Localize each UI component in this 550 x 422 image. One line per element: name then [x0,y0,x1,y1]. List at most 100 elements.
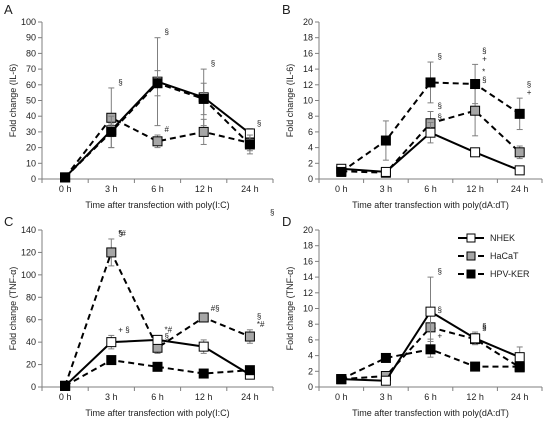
y-tick-label: 20 [303,17,313,27]
significance-mark: § [482,324,486,333]
y-tick-label: 0 [308,174,313,184]
legend-marker [466,251,476,261]
data-point-hpv-ker [198,368,209,379]
y-tick-label: 90 [26,33,36,43]
significance-mark: § [438,112,442,121]
significance-mark: § [438,267,442,276]
x-tick-label: 24 h [511,392,529,402]
y-tick-label: 100 [21,17,36,27]
data-point-hacat [198,312,209,323]
x-tick-label: 12 h [466,184,484,194]
y-tick-label: 8 [308,319,313,329]
stray-section-mark: § [270,208,274,217]
x-axis-title: Time after transfection with poly(dA:dT) [352,408,509,418]
y-tick-label: 20 [303,225,313,235]
significance-mark: § [482,46,486,55]
x-tick-label: 3 h [105,184,118,194]
x-tick-label: 6 h [424,184,437,194]
significance-mark: § [527,80,531,89]
x-tick-label: 12 h [195,392,213,402]
y-tick-label: 12 [303,80,313,90]
y-tick-label: 14 [303,272,313,282]
series-nhek [336,121,525,177]
data-point-hpv-ker [152,361,163,372]
panel-letter: D [282,214,291,229]
y-axis-title: Fold change (TNF-α) [8,267,18,351]
legend-label: HaCaT [490,251,519,261]
significance-mark: § [118,78,122,87]
y-tick-label: 80 [26,292,36,302]
significance-mark: § [482,322,486,331]
legend-marker [466,269,476,279]
panel-d: D 0 2 4 6 8 10 12 14 16 18 20 0 h 3 h 6 h 12 h 24 hTime … [282,214,543,418]
data-point-hpv-ker [106,355,117,366]
significance-mark: § [438,52,442,61]
y-tick-label: 20 [26,143,36,153]
y-tick-label: 18 [303,33,313,43]
x-tick-label: 12 h [195,184,213,194]
x-tick-label: 6 h [151,184,164,194]
y-axis-title: Fold change (TNF-α) [285,267,295,351]
significance-mark: #§ [211,304,220,313]
x-tick-label: 3 h [380,392,393,402]
x-tick-label: 24 h [511,184,529,194]
data-point-hpv-ker [470,361,481,372]
data-point-hacat [198,126,209,137]
y-tick-label: 14 [303,64,313,74]
data-point-hpv-ker [198,93,209,104]
data-point-nhek [425,127,436,138]
y-tick-label: 4 [308,351,313,361]
x-tick-label: 24 h [241,184,259,194]
y-tick-label: 80 [26,48,36,58]
x-axis-title: Time after transfection with poly(I:C) [85,200,229,210]
y-tick-label: 140 [21,225,36,235]
legend-label: HPV-KER [490,269,530,279]
data-point-hpv-ker [470,79,481,90]
data-point-hacat [244,331,255,342]
x-tick-label: 24 h [241,392,259,402]
x-tick-label: 0 h [335,184,348,194]
y-axis-title: Fold change (IL-6) [8,64,18,138]
series-nhek [60,37,255,183]
data-point-nhek [106,337,117,348]
y-tick-label: 20 [26,360,36,370]
significance-mark: + [438,331,443,340]
data-point-hpv-ker [336,374,347,385]
y-tick-label: 0 [31,174,36,184]
data-point-hpv-ker [244,365,255,376]
series-line-hacat [64,249,251,387]
x-tick-label: 3 h [105,392,118,402]
x-tick-label: 12 h [466,392,484,402]
series-hpv-ker [336,61,525,177]
panel-letter: B [282,2,291,17]
data-point-hpv-ker [336,166,347,177]
data-point-hpv-ker [152,78,163,89]
significance-mark: § [211,59,215,68]
data-point-nhek [198,341,209,352]
series-hpv-ker [60,355,255,391]
panel-c: C 0 20 40 60 80 100 120 140 0 h 3 h 6 h 12 h 24 h Time… [4,214,274,418]
significance-mark: *# [118,229,126,238]
y-tick-label: 6 [308,127,313,137]
y-tick-label: 10 [303,96,313,106]
y-tick-label: 0 [308,382,313,392]
data-point-nhek [470,147,481,158]
y-tick-label: 2 [308,366,313,376]
significance-mark: § [257,119,261,128]
significance-mark: § [165,28,169,37]
data-point-hacat [470,105,481,116]
significance-mark: # [165,125,170,134]
data-point-hpv-ker [514,108,525,119]
series-hpv-ker [336,340,525,385]
x-axis-title: Time after transfection with poly(I:C) [85,408,229,418]
significance-mark: *# [165,325,173,334]
y-tick-label: 12 [303,288,313,298]
x-tick-label: 0 h [335,392,348,402]
significance-mark: § [438,306,442,315]
series-line-hpv-ker [340,81,521,173]
data-point-hpv-ker [380,135,391,146]
y-tick-label: 10 [303,304,313,314]
y-tick-label: 50 [26,96,36,106]
y-tick-label: 0 [31,382,36,392]
